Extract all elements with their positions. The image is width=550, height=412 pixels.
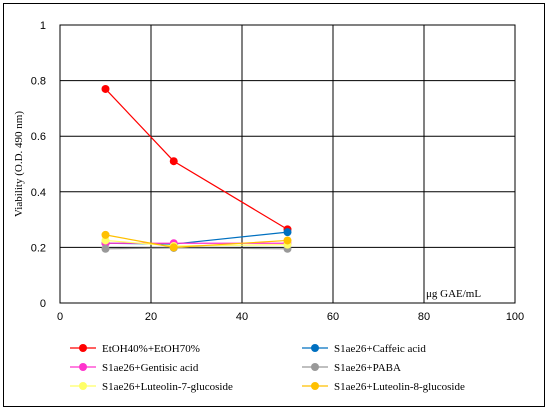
legend-label: S1ae26+Luteolin-8-glucoside <box>334 381 465 393</box>
legend-marker <box>79 344 87 352</box>
y-tick-label: 0.8 <box>31 76 46 88</box>
x-tick-label: 100 <box>506 311 524 323</box>
legend-item: S1ae26+Gentisic acid <box>70 362 199 374</box>
chart-frame <box>3 3 545 407</box>
data-point <box>101 244 110 253</box>
legend-label: S1ae26+PABA <box>334 362 401 374</box>
legend: EtOH40%+EtOH70% S1ae26+Caffeic acid S1ae26… <box>70 343 465 393</box>
legend-item: EtOH40%+EtOH70% <box>70 343 200 355</box>
x-tick-label: 60 <box>327 311 339 323</box>
grid <box>59 24 516 304</box>
legend-label: EtOH40%+EtOH70% <box>102 343 200 355</box>
legend-marker <box>79 382 87 390</box>
legend-item: S1ae26+PABA <box>302 362 401 374</box>
data-point <box>101 230 110 239</box>
data-point <box>101 84 110 93</box>
series-line <box>105 247 288 250</box>
legend-item: S1ae26+Luteolin-7-glucoside <box>70 381 233 393</box>
legend-item: S1ae26+Luteolin-8-glucoside <box>302 381 465 393</box>
data-point <box>283 236 292 245</box>
y-tick-label: 1 <box>40 20 46 32</box>
x-tick-label: 40 <box>236 311 248 323</box>
tick-labels: 0 20 40 60 80 100 0 0.2 0.4 0.6 0.8 1 <box>31 20 524 323</box>
data-point <box>169 157 178 166</box>
series-etoh40-etoh70- <box>101 84 292 234</box>
y-tick-label: 0 <box>40 298 46 310</box>
legend-label: S1ae26+Gentisic acid <box>102 362 199 374</box>
legend-marker <box>311 363 319 371</box>
series-s1ae26-luteolin-8-glucoside <box>101 230 292 252</box>
data-point <box>101 236 110 245</box>
plot-area <box>59 24 516 304</box>
y-tick-label: 0.6 <box>31 131 46 143</box>
x-tick-label: 20 <box>145 311 157 323</box>
y-tick-label: 0.2 <box>31 242 46 254</box>
y-tick-label: 0.4 <box>31 187 46 199</box>
legend-item: S1ae26+Caffeic acid <box>302 343 426 355</box>
y-axis-label: Viability (O.D. 490 nm) <box>13 111 25 217</box>
legend-label: S1ae26+Caffeic acid <box>334 343 426 355</box>
x-tick-label: 80 <box>418 311 430 323</box>
legend-marker <box>79 363 87 371</box>
x-tick-label: 0 <box>57 311 63 323</box>
legend-marker <box>311 344 319 352</box>
x-axis-unit-label: μg GAE/mL <box>426 288 481 300</box>
data-point <box>283 228 292 237</box>
series-line <box>105 88 288 230</box>
data-point <box>169 243 178 252</box>
legend-marker <box>311 382 319 390</box>
series-group <box>101 84 292 253</box>
legend-label: S1ae26+Luteolin-7-glucoside <box>102 381 233 393</box>
